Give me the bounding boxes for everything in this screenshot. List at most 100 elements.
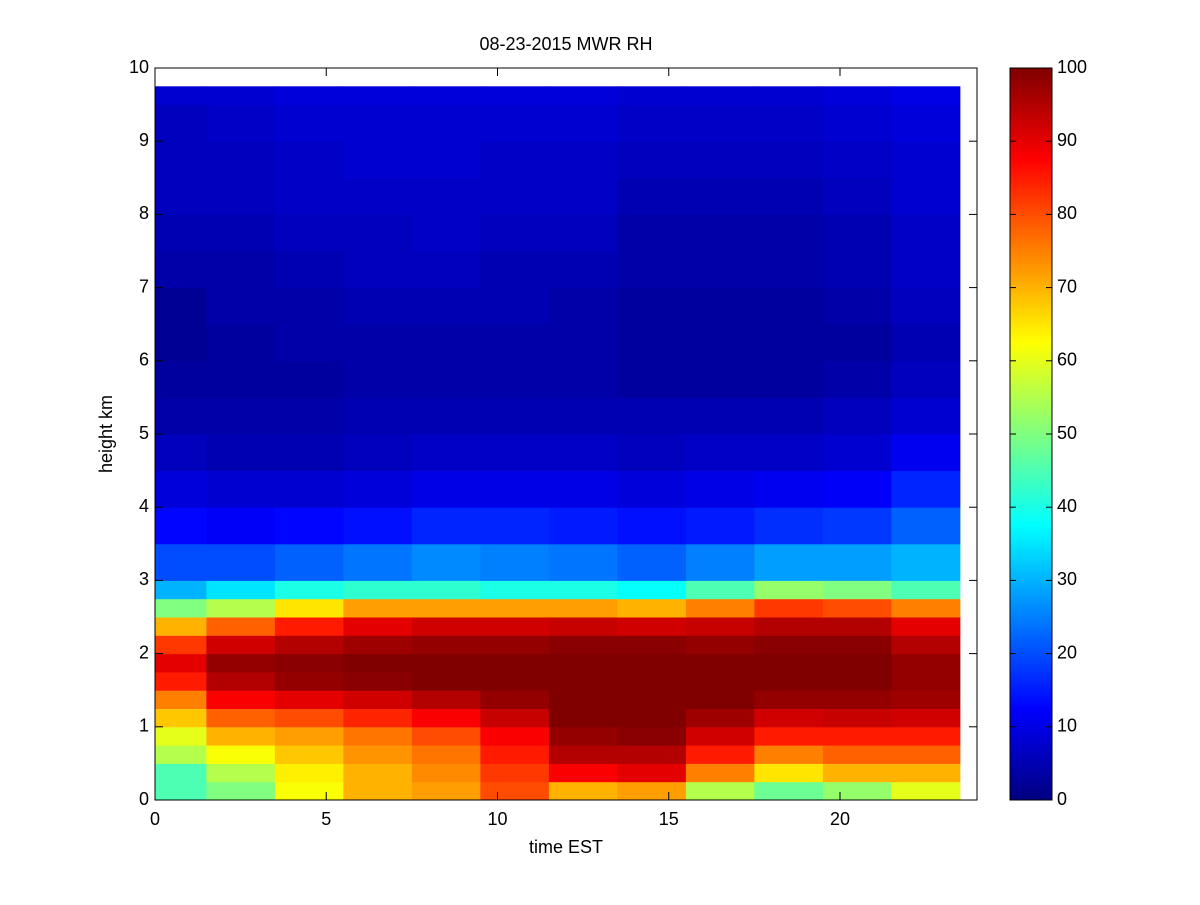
- heatmap-cell: [411, 690, 481, 709]
- heatmap-cell: [411, 598, 481, 618]
- heatmap-cell: [754, 141, 824, 179]
- heatmap-cell: [411, 781, 481, 801]
- heatmap-cell: [822, 653, 892, 673]
- heatmap-cell: [822, 726, 892, 746]
- heatmap-cell: [617, 470, 687, 508]
- heatmap-cell: [343, 214, 413, 252]
- heatmap-cell: [548, 434, 618, 472]
- heatmap-cell: [617, 635, 687, 655]
- heatmap-cell: [685, 360, 755, 398]
- heatmap-cell: [155, 397, 207, 435]
- heatmap-cell: [617, 177, 687, 215]
- heatmap-cell: [754, 617, 824, 636]
- heatmap-cell: [617, 580, 687, 600]
- x-axis-label: time EST: [529, 837, 603, 857]
- heatmap-cell: [274, 141, 344, 179]
- heatmap-cell: [754, 598, 824, 618]
- heatmap-cell: [754, 470, 824, 508]
- heatmap-cell: [274, 763, 344, 783]
- heatmap-cell: [891, 781, 961, 801]
- heatmap-cell: [548, 287, 618, 325]
- heatmap-cell: [343, 708, 413, 728]
- colorbar: [1009, 67, 1053, 801]
- heatmap-cell: [548, 598, 618, 618]
- heatmap-cell: [754, 251, 824, 289]
- heatmap-cell: [617, 287, 687, 325]
- heatmap-cell: [343, 507, 413, 545]
- heatmap-cell: [617, 324, 687, 362]
- heatmap-cell: [155, 434, 207, 472]
- heatmap-cell: [685, 745, 755, 764]
- heatmap-cell: [617, 690, 687, 709]
- heatmap-cell: [274, 287, 344, 325]
- heatmap-cell: [411, 507, 481, 545]
- heatmap-cell: [274, 580, 344, 600]
- heatmap-cell: [206, 141, 276, 179]
- heatmap-cell: [822, 543, 892, 581]
- heatmap-cells: [155, 86, 961, 801]
- heatmap-cell: [155, 470, 207, 508]
- heatmap-cell: [891, 617, 961, 636]
- heatmap-cell: [548, 617, 618, 636]
- heatmap-cell: [206, 177, 276, 215]
- heatmap-cell: [206, 434, 276, 472]
- heatmap-cell: [274, 671, 344, 691]
- heatmap-cell: [480, 470, 550, 508]
- heatmap-cell: [274, 598, 344, 618]
- heatmap-cell: [617, 434, 687, 472]
- heatmap-cell: [617, 141, 687, 179]
- x-tick-label: 20: [830, 809, 850, 829]
- heatmap-cell: [480, 287, 550, 325]
- heatmap-cell: [411, 360, 481, 398]
- heatmap-cell: [685, 507, 755, 545]
- heatmap-cell: [685, 470, 755, 508]
- y-tick-label: 6: [139, 350, 149, 370]
- heatmap-cell: [206, 653, 276, 673]
- heatmap-cell: [155, 690, 207, 709]
- heatmap-cell: [754, 708, 824, 728]
- heatmap-cell: [754, 104, 824, 142]
- y-tick-label: 4: [139, 496, 149, 516]
- heatmap-cell: [822, 397, 892, 435]
- heatmap-cell: [480, 507, 550, 545]
- heatmap-cell: [206, 287, 276, 325]
- heatmap-cell: [206, 580, 276, 600]
- heatmap-cell: [343, 324, 413, 362]
- heatmap-cell: [206, 598, 276, 618]
- heatmap-cell: [617, 671, 687, 691]
- heatmap-cell: [754, 635, 824, 655]
- y-tick-label: 1: [139, 716, 149, 736]
- heatmap-cell: [685, 397, 755, 435]
- heatmap-cell: [274, 635, 344, 655]
- colorbar-tick-label: 40: [1057, 496, 1077, 516]
- heatmap-cell: [411, 470, 481, 508]
- heatmap-cell: [891, 635, 961, 655]
- heatmap-cell: [685, 287, 755, 325]
- heatmap-cell: [274, 726, 344, 746]
- heatmap-cell: [891, 763, 961, 783]
- heatmap-cell: [155, 287, 207, 325]
- heatmap-cell: [206, 470, 276, 508]
- heatmap-cell: [754, 177, 824, 215]
- heatmap-cell: [617, 708, 687, 728]
- heatmap-cell: [155, 745, 207, 764]
- heatmap-cell: [480, 177, 550, 215]
- heatmap-cell: [548, 214, 618, 252]
- heatmap-cell: [343, 543, 413, 581]
- heatmap-cell: [754, 781, 824, 801]
- heatmap-cell: [274, 708, 344, 728]
- heatmap-cell: [274, 360, 344, 398]
- heatmap-cell: [480, 141, 550, 179]
- heatmap-cell: [822, 470, 892, 508]
- heatmap-cell: [822, 671, 892, 691]
- heatmap-cell: [685, 543, 755, 581]
- heatmap-cell: [891, 470, 961, 508]
- heatmap-cell: [891, 671, 961, 691]
- heatmap-cell: [617, 598, 687, 618]
- heatmap-cell: [480, 690, 550, 709]
- heatmap-cell: [685, 434, 755, 472]
- heatmap-cell: [274, 86, 344, 106]
- heatmap-cell: [891, 598, 961, 618]
- heatmap-cell: [343, 177, 413, 215]
- heatmap-cell: [480, 104, 550, 142]
